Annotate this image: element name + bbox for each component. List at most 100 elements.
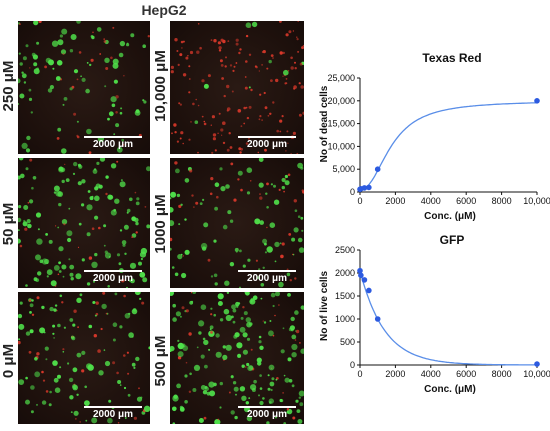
live-cell bbox=[29, 329, 34, 334]
live-cell bbox=[25, 399, 30, 405]
dead-cell bbox=[232, 69, 235, 72]
live-cell bbox=[217, 301, 223, 306]
live-cell bbox=[52, 360, 58, 366]
live-cell bbox=[191, 300, 194, 303]
y-tick-label: 2500 bbox=[335, 245, 355, 255]
dead-cell bbox=[192, 102, 195, 106]
live-cell bbox=[184, 374, 188, 378]
chart-gfp: GFP No of live cells Conc. (μM) 0 2000 400… bbox=[319, 233, 550, 395]
dead-cell bbox=[185, 56, 189, 60]
dead-cell bbox=[291, 253, 294, 256]
micrograph-250: 2000 μm bbox=[18, 21, 150, 154]
dead-cell bbox=[286, 408, 290, 411]
dead-cell bbox=[250, 88, 253, 92]
dead-cell bbox=[258, 70, 260, 72]
live-cell bbox=[170, 247, 172, 251]
live-cell bbox=[300, 216, 304, 220]
dead-cell bbox=[290, 66, 294, 70]
live-cell bbox=[134, 110, 141, 116]
dead-cell bbox=[244, 76, 247, 78]
live-cell bbox=[61, 179, 65, 184]
dead-cell bbox=[222, 121, 226, 125]
dead-cell bbox=[77, 246, 80, 248]
live-cell bbox=[48, 239, 53, 244]
dead-cell bbox=[258, 118, 261, 121]
dead-cell bbox=[112, 26, 115, 29]
live-cell bbox=[57, 323, 61, 328]
live-cell bbox=[208, 348, 211, 351]
x-tick-label: 2000 bbox=[385, 196, 405, 206]
dead-cell bbox=[285, 33, 289, 37]
live-cell bbox=[18, 238, 21, 244]
dead-cell bbox=[29, 158, 33, 162]
live-cell bbox=[114, 198, 120, 204]
live-cell bbox=[268, 330, 274, 337]
live-cell bbox=[269, 381, 275, 387]
live-cell bbox=[104, 360, 111, 367]
live-cell bbox=[294, 310, 299, 315]
dead-cell bbox=[276, 129, 279, 133]
micrograph-50: 2000 μm bbox=[18, 158, 150, 288]
live-cell bbox=[44, 346, 49, 351]
live-cell bbox=[25, 167, 29, 171]
live-cell bbox=[259, 220, 264, 225]
micrograph-0: 2000 μm bbox=[18, 292, 150, 424]
live-cell bbox=[297, 215, 301, 218]
dead-cell bbox=[287, 70, 290, 72]
live-cell bbox=[214, 282, 218, 286]
live-cell bbox=[178, 223, 181, 226]
live-cell bbox=[18, 78, 21, 84]
live-cell bbox=[58, 270, 62, 273]
dead-cell bbox=[217, 41, 221, 45]
live-cell bbox=[107, 285, 110, 288]
live-cell bbox=[284, 180, 290, 186]
live-cell bbox=[113, 208, 117, 212]
dead-cell bbox=[283, 190, 285, 193]
y-tick-label: 0 bbox=[350, 360, 355, 370]
live-cell bbox=[200, 385, 206, 390]
dead-cell bbox=[240, 188, 243, 192]
live-cell bbox=[192, 292, 197, 294]
live-cell bbox=[131, 362, 136, 367]
live-cell bbox=[25, 44, 29, 48]
live-cell bbox=[297, 162, 303, 169]
dead-cell bbox=[191, 194, 194, 197]
dead-cell bbox=[115, 111, 118, 114]
y-axis-label: No of dead cells bbox=[319, 85, 330, 162]
live-cell bbox=[253, 379, 257, 384]
dead-cell bbox=[81, 369, 85, 373]
live-cell bbox=[202, 198, 205, 201]
dead-cell bbox=[195, 98, 197, 101]
live-cell bbox=[76, 21, 81, 24]
dead-cell bbox=[196, 50, 200, 54]
live-cell bbox=[222, 345, 226, 349]
live-cell bbox=[198, 418, 204, 423]
cell-layer bbox=[170, 21, 304, 154]
dead-cell bbox=[261, 119, 263, 121]
live-cell bbox=[25, 284, 28, 287]
live-cell bbox=[73, 69, 79, 74]
live-cell bbox=[91, 261, 98, 268]
live-cell bbox=[53, 185, 60, 192]
live-cell bbox=[110, 163, 117, 169]
cell-layer bbox=[18, 21, 150, 154]
live-cell bbox=[259, 400, 264, 406]
live-cell bbox=[175, 311, 181, 317]
live-cell bbox=[269, 222, 276, 228]
live-cell bbox=[235, 393, 237, 396]
live-cell bbox=[246, 167, 253, 173]
live-cell bbox=[58, 261, 61, 265]
dead-cell bbox=[231, 90, 234, 93]
live-cell bbox=[258, 340, 262, 344]
dead-cell bbox=[255, 259, 258, 262]
live-cell bbox=[301, 229, 304, 232]
scale-bar: 2000 μm bbox=[238, 270, 296, 284]
x-tick-label: 0 bbox=[357, 196, 362, 206]
live-cell bbox=[259, 374, 262, 377]
dead-cell bbox=[103, 38, 106, 40]
dead-cell bbox=[210, 331, 213, 334]
dead-cell bbox=[209, 192, 213, 196]
y-tick-label: 10,000 bbox=[327, 141, 355, 151]
dead-cell bbox=[263, 91, 266, 95]
dead-cell bbox=[185, 309, 189, 313]
